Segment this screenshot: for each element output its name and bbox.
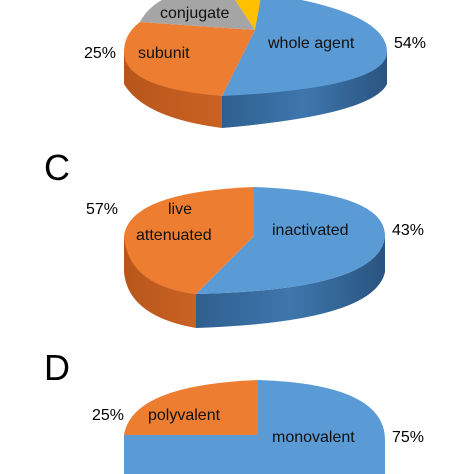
- pie-b-slice-whole-agent: [222, 0, 387, 96]
- pie-b-slice-unlabeled: [235, 0, 261, 30]
- pie-d-value-monovalent: 75%: [392, 429, 424, 446]
- pie-b-label-conjugate: conjugate: [160, 5, 229, 22]
- panel-label-d: D: [44, 347, 70, 388]
- pie-c-side-blue: [196, 236, 385, 328]
- pie-b-value-whole-agent: 54%: [394, 35, 426, 52]
- pie-d-slice-monovalent: [124, 380, 385, 474]
- pie-b-slice-subunit: [124, 22, 255, 96]
- pie-d-value-polyvalent: 25%: [92, 407, 124, 424]
- pie-c-label-inactivated: inactivated: [272, 222, 349, 239]
- pie-b-label-whole-agent: whole agent: [267, 35, 355, 52]
- pie-b-label-subunit: subunit: [138, 45, 190, 62]
- pie-c-value-inactivated: 43%: [392, 222, 424, 239]
- pie-b-slice-conjugate: [140, 0, 255, 30]
- pie-c-slice-live-attenuated: [124, 187, 254, 294]
- pie-c-label-live-attenuated-line2: attenuated: [136, 227, 212, 244]
- pie-chart-b: conjugate subunit whole agent 25% 54%: [84, 0, 426, 128]
- pie-b-value-subunit: 25%: [84, 45, 116, 62]
- pie-chart-d: polyvalent monovalent 25% 75%: [92, 380, 424, 474]
- pie-c-side-orange: [124, 236, 196, 328]
- pie-c-label-live-attenuated-line1: live: [168, 201, 192, 218]
- pie-c-value-live-attenuated: 57%: [86, 201, 118, 218]
- pie-c-slice-inactivated: [196, 187, 385, 294]
- pie-d-label-monovalent: monovalent: [272, 429, 355, 446]
- pie-chart-c: live attenuated inactivated 57% 43%: [86, 187, 424, 328]
- pie-d-label-polyvalent: polyvalent: [148, 407, 221, 424]
- panel-label-c: C: [44, 147, 70, 188]
- pie-d-slice-polyvalent: [124, 380, 258, 435]
